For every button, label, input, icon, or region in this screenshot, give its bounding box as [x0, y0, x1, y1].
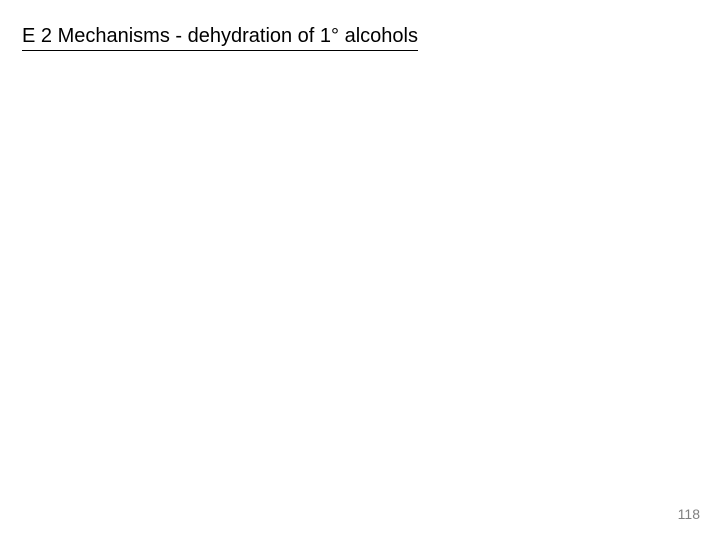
title-suffix: alcohols [339, 25, 418, 47]
title-prefix: E 2 Mechanisms - dehydration of 1 [22, 25, 331, 47]
page-number: 118 [678, 506, 700, 522]
title-degree: ° [331, 25, 339, 47]
slide-title: E 2 Mechanisms - dehydration of 1° alcoh… [22, 24, 418, 51]
